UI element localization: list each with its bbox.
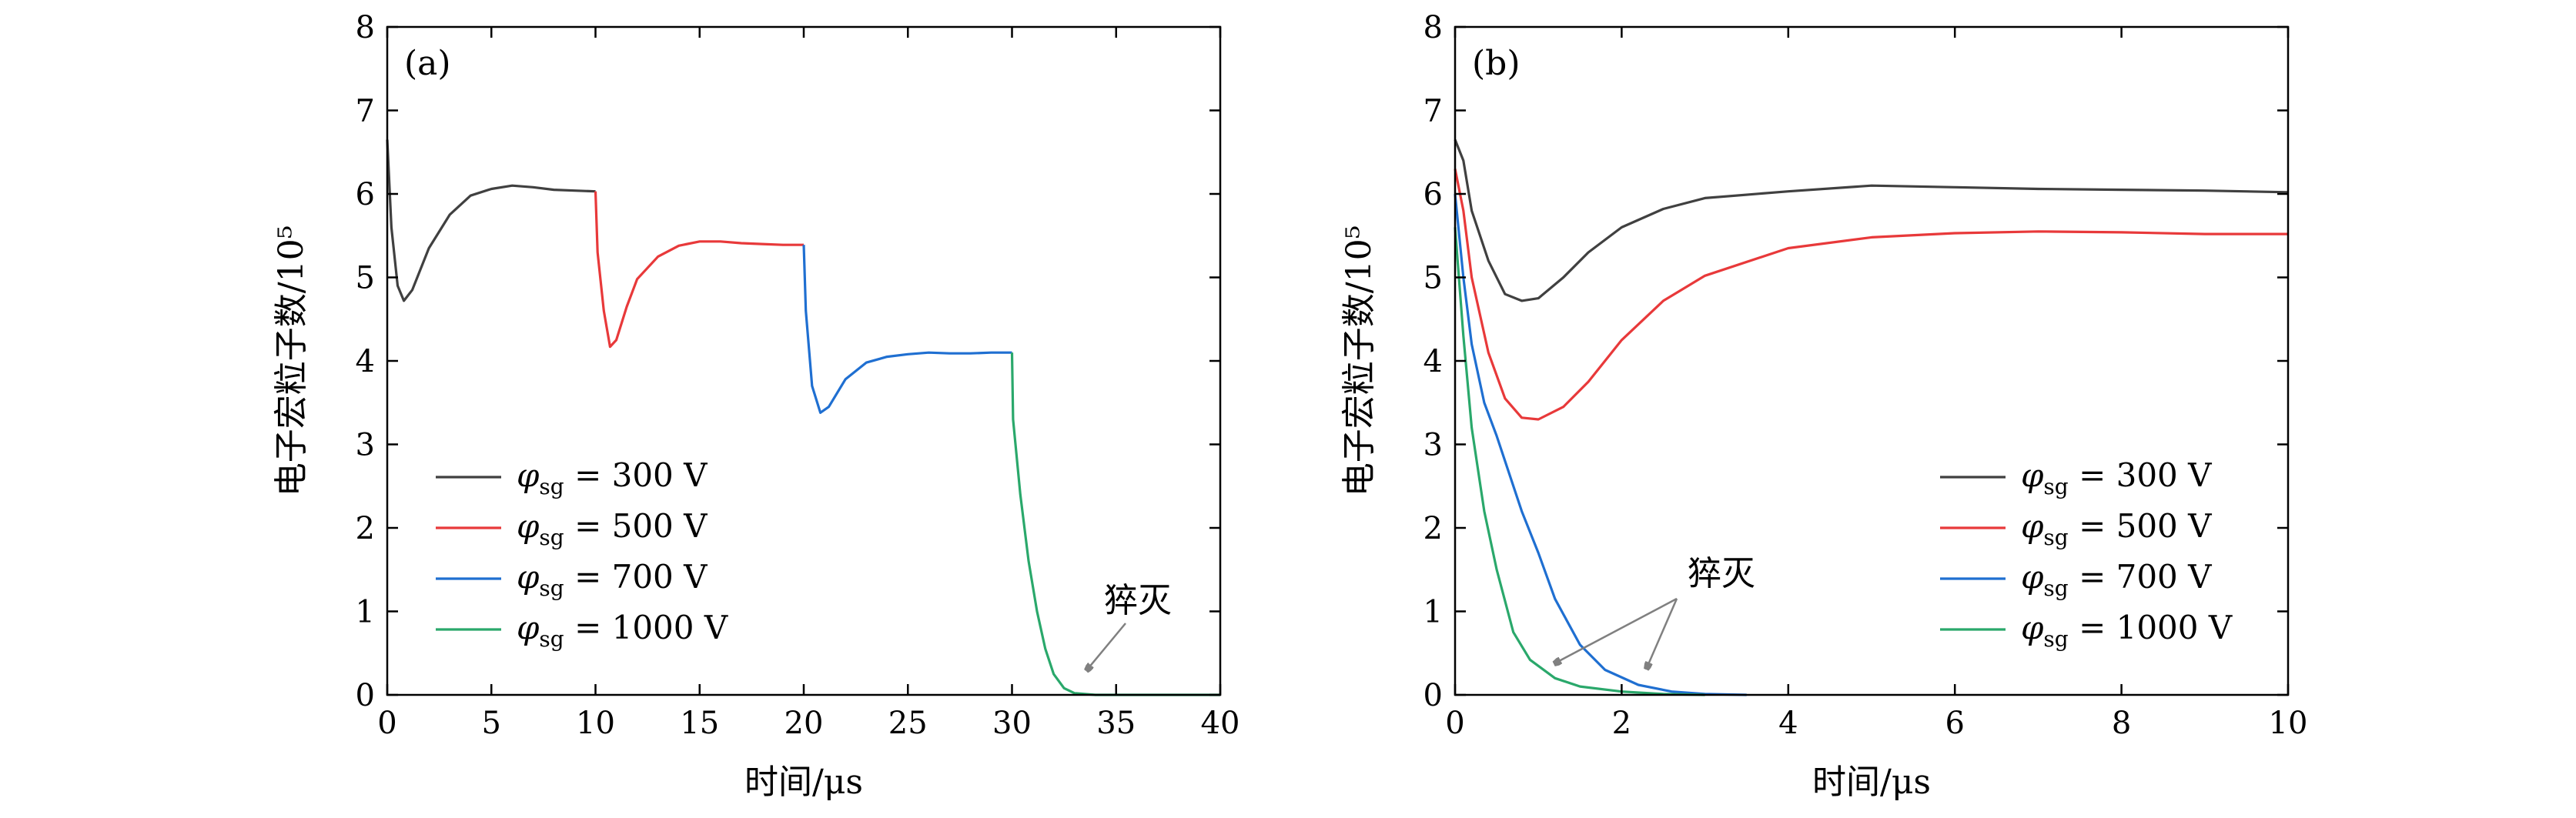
series-line-1 bbox=[1454, 169, 2288, 421]
y-tick-label: 1 bbox=[356, 595, 375, 630]
y-tick-label: 5 bbox=[356, 261, 375, 296]
series-line-1 bbox=[594, 191, 804, 349]
annotation-arrow bbox=[1555, 597, 1678, 663]
x-tick-label: 2 bbox=[1612, 706, 1631, 741]
y-tick-label: 0 bbox=[356, 678, 375, 713]
x-tick-label: 6 bbox=[1945, 706, 1964, 741]
y-tick-label: 1 bbox=[1423, 595, 1443, 630]
legend-label: φsg = 500 V bbox=[517, 507, 708, 550]
y-tick-label: 0 bbox=[1423, 678, 1443, 713]
y-tick-label: 5 bbox=[1423, 261, 1443, 296]
x-tick-label: 8 bbox=[2112, 706, 2131, 741]
x-tick-label: 15 bbox=[680, 706, 719, 741]
y-tick-label: 4 bbox=[356, 344, 375, 379]
annotation-arrow bbox=[1647, 598, 1678, 668]
y-tick-label: 3 bbox=[356, 428, 375, 463]
y-axis-title: 电子宏粒子数/10⁵ bbox=[272, 225, 311, 496]
series-line-0 bbox=[386, 139, 596, 302]
y-tick-label: 6 bbox=[1423, 177, 1443, 212]
x-tick-label: 35 bbox=[1096, 706, 1136, 741]
x-tick-label: 30 bbox=[992, 706, 1032, 741]
y-tick-label: 3 bbox=[1423, 428, 1443, 463]
y-tick-label: 4 bbox=[1423, 344, 1443, 379]
series-line-2 bbox=[1454, 193, 1747, 696]
x-tick-label: 10 bbox=[2269, 706, 2308, 741]
y-axis-title: 电子宏粒子数/10⁵ bbox=[1340, 225, 1379, 496]
panel-label: (a) bbox=[404, 44, 451, 83]
x-tick-label: 4 bbox=[1778, 706, 1798, 741]
annotation-text: 猝灭 bbox=[1688, 554, 1755, 593]
y-tick-label: 2 bbox=[356, 511, 375, 546]
series-line-3 bbox=[1010, 352, 1220, 696]
legend-label: φsg = 1000 V bbox=[2021, 609, 2233, 652]
x-axis-title: 时间/μs bbox=[1812, 763, 1931, 802]
legend-label: φsg = 300 V bbox=[517, 456, 708, 499]
y-tick-label: 8 bbox=[356, 10, 375, 45]
panel-1: 0 2 4 6 8 10 0 1 2 3 4 5 6 7 8 时间/μs 电子宏粒子数/10⁵ (b) φsg = … bbox=[1340, 10, 2307, 802]
legend-label: φsg = 300 V bbox=[2021, 456, 2212, 499]
x-axis-title: 时间/μs bbox=[744, 763, 863, 802]
series-line-0 bbox=[1454, 139, 2289, 302]
x-tick-label: 0 bbox=[377, 706, 396, 741]
panel-0: 0 5 10 15 20 25 30 35 40 0 1 2 3 4 5 6 7 8 时间/μs 电子宏粒子数/10⁵… bbox=[272, 10, 1239, 802]
y-tick-label: 7 bbox=[356, 94, 375, 129]
legend-label: φsg = 500 V bbox=[2021, 507, 2212, 550]
legend-label: φsg = 1000 V bbox=[517, 609, 728, 652]
series-line-2 bbox=[802, 245, 1012, 414]
x-tick-label: 0 bbox=[1445, 706, 1464, 741]
x-tick-label: 10 bbox=[576, 706, 615, 741]
series-line-3 bbox=[1454, 227, 1705, 696]
legend-label: φsg = 700 V bbox=[2021, 558, 2212, 601]
y-tick-label: 8 bbox=[1423, 10, 1443, 45]
y-tick-label: 2 bbox=[1423, 511, 1443, 546]
y-tick-label: 6 bbox=[356, 177, 375, 212]
x-tick-label: 25 bbox=[888, 706, 928, 741]
x-tick-label: 40 bbox=[1201, 706, 1240, 741]
annotation-arrow bbox=[1087, 623, 1126, 669]
y-tick-label: 7 bbox=[1423, 94, 1443, 129]
legend-label: φsg = 700 V bbox=[517, 558, 708, 601]
plot-frame bbox=[386, 25, 1222, 696]
x-tick-label: 20 bbox=[785, 706, 824, 741]
panel-label: (b) bbox=[1472, 44, 1521, 83]
annotation-text: 猝灭 bbox=[1104, 581, 1172, 620]
x-tick-label: 5 bbox=[482, 706, 501, 741]
